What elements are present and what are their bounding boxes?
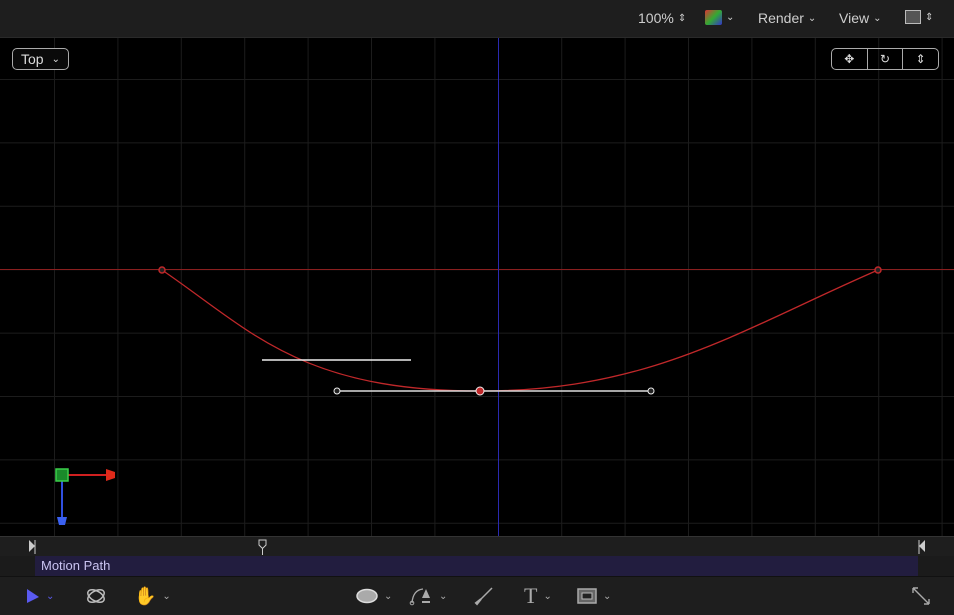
paint-stroke-tool[interactable] — [474, 585, 494, 607]
chevron-down-icon: ⌄ — [726, 12, 735, 23]
zoom-level-popup[interactable]: 100% ⇕ — [638, 10, 686, 26]
view-menu[interactable]: View ⌄ — [839, 10, 881, 26]
bezier-handle-point — [333, 387, 341, 395]
fullscreen-button[interactable] — [911, 585, 931, 607]
chevron-down-icon: ⌄ — [807, 12, 817, 24]
fullscreen-expand-icon — [912, 587, 930, 605]
view-label: View — [839, 10, 870, 26]
motion-path-curve — [161, 269, 879, 392]
z-axis-arrow — [57, 517, 67, 525]
3d-transform-icon — [87, 589, 105, 603]
playhead — [258, 539, 267, 549]
canvas-drawing — [0, 38, 954, 536]
pan-hand-icon: ✋ — [134, 585, 157, 606]
timeline-markers — [29, 539, 925, 555]
bezier-handle-point — [647, 387, 655, 395]
render-label: Render — [758, 10, 804, 26]
bezier-tool[interactable]: ⌄ — [409, 585, 447, 607]
dolly-icon[interactable]: ⇕ — [902, 49, 938, 69]
canvas[interactable] — [0, 38, 954, 536]
shape-tool[interactable]: ⌄ — [356, 585, 392, 607]
pan-tool[interactable]: ✋ ⌄ — [134, 585, 171, 607]
play-range-in-marker — [29, 540, 35, 552]
keyframe-point-selected — [475, 386, 485, 396]
chevron-down-icon: ⌄ — [873, 12, 882, 24]
color-channels-popup[interactable]: ⌄ — [705, 10, 734, 25]
bezier-pen-icon — [409, 588, 430, 606]
keyframe-point — [874, 266, 882, 274]
play-range-out-marker — [919, 540, 925, 552]
camera-view-label: Top — [21, 51, 44, 67]
chevron-down-icon: ⌄ — [51, 53, 60, 65]
orbit-icon[interactable]: ↻ — [866, 49, 903, 69]
window-layout-icon — [905, 10, 921, 24]
render-menu[interactable]: Render ⌄ — [758, 10, 816, 26]
canvas-toolbar: 100% ⇕ ⌄ Render ⌄ View ⌄ ⇕ — [0, 0, 954, 38]
pan-icon[interactable]: ✥ — [844, 52, 855, 66]
text-tool-icon: T — [524, 583, 538, 608]
x-axis-arrow — [106, 469, 115, 481]
keyframe-point — [158, 266, 166, 274]
chevron-down-icon: ⌄ — [543, 590, 552, 602]
mini-timeline[interactable] — [0, 536, 954, 557]
track-label: Motion Path — [41, 558, 111, 573]
select-tool[interactable]: ⌄ — [26, 585, 54, 607]
mask-tool[interactable]: ⌄ — [577, 585, 611, 607]
updown-icon: ⇕ — [925, 11, 934, 23]
tool-bar: ⌄ ✋ ⌄ ⌄ ⌄ T ⌄ ⌄ — [0, 576, 954, 615]
updown-icon: ⇕ — [677, 12, 687, 24]
paint-brush-icon — [474, 587, 493, 606]
text-tool[interactable]: T ⌄ — [524, 583, 552, 608]
select-arrow-icon — [27, 589, 39, 603]
color-channels-icon — [705, 10, 722, 25]
chevron-down-icon: ⌄ — [46, 590, 55, 602]
chevron-down-icon: ⌄ — [162, 590, 171, 602]
ellipse-shape-icon — [356, 588, 378, 604]
3d-view-controls: ✥ ↻ ⇕ — [831, 48, 939, 70]
window-layout-popup[interactable]: ⇕ — [905, 10, 933, 24]
zoom-level: 100% — [638, 10, 674, 26]
chevron-down-icon: ⌄ — [384, 590, 393, 602]
chevron-down-icon: ⌄ — [439, 590, 448, 602]
3d-transform-tool[interactable] — [85, 585, 107, 607]
mask-rectangle-icon — [577, 588, 597, 604]
camera-view-popup[interactable]: Top ⌄ — [12, 48, 69, 70]
chevron-down-icon: ⌄ — [603, 590, 612, 602]
transform-anchor — [55, 468, 69, 482]
motion-path-bar[interactable]: Motion Path — [35, 556, 918, 576]
timeline-track: Motion Path — [0, 556, 954, 576]
